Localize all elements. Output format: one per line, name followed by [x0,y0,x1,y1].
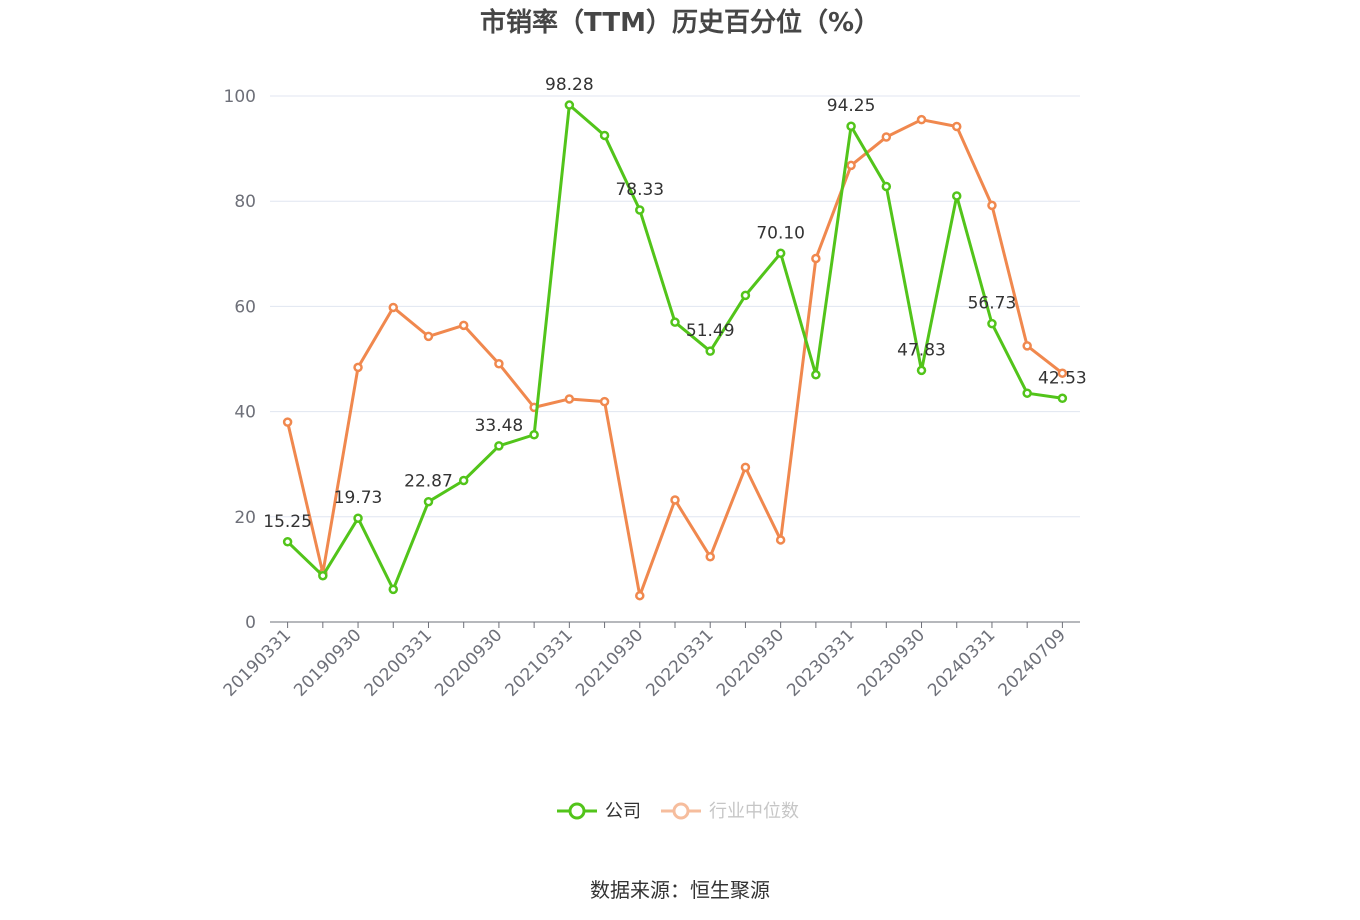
data-point [564,100,575,110]
data-point [388,302,399,313]
data-point [775,535,786,545]
data-point [318,570,328,581]
data-point [916,365,927,376]
data-label: 15.25 [263,512,312,532]
data-point [564,394,575,404]
data-point [423,496,434,507]
data-label: 98.28 [545,75,594,95]
data-point [282,537,293,547]
data-point [423,331,434,342]
y-tick-label: 20 [234,508,256,528]
data-label: 78.33 [615,180,664,200]
legend-item-industry-median[interactable]: 行业中位数 [661,801,799,822]
data-label: 33.48 [475,416,524,436]
series-company [282,100,1068,595]
data-label: 51.49 [686,321,735,341]
series-layer [282,100,1068,601]
legend-circle-icon [672,802,690,820]
data-point [494,441,504,451]
x-tick-label: 20210331 [502,625,577,700]
data-point [811,370,821,380]
data-point [881,181,892,192]
data-label: 56.73 [968,294,1017,314]
x-tick-label: 20190930 [290,625,365,700]
data-point [916,114,927,125]
y-axis-ticks: 0 20 40 60 80 100 [224,87,256,633]
legend[interactable]: 公司 行业中位数 [557,801,799,822]
legend-circle-icon [568,802,586,820]
x-tick-label: 20240709 [995,625,1070,700]
legend-item-company[interactable]: 公司 [557,801,641,822]
data-point [846,121,856,131]
data-point [282,417,293,427]
legend-label: 行业中位数 [709,801,799,822]
x-tick-label: 20240331 [924,625,999,700]
x-tick-label: 20210930 [572,625,647,700]
data-point [846,160,856,171]
series-industry-median [282,114,1068,601]
chart-title: 市销率（TTM）历史百分位（%） [480,8,880,38]
data-point [705,346,715,356]
data-point [1057,393,1068,404]
data-point [740,290,751,301]
data-point [529,429,539,440]
data-point [599,396,610,407]
grid-lines [270,95,1080,518]
series-line [286,118,1064,598]
y-tick-label: 40 [234,403,256,423]
data-point [705,552,715,562]
data-point [670,317,680,327]
data-point [951,121,962,132]
x-axis: 2019033120190930202003312020093020210331… [220,621,1080,701]
x-tick-label: 20190331 [220,625,295,700]
data-point [458,320,469,331]
data-labels: 15.25 19.73 22.87 33.48 98.28 78.33 51.49 70.10… [263,75,1086,532]
data-point [1022,388,1032,398]
data-label: 47.83 [897,340,946,360]
data-point [599,130,610,141]
data-point [494,358,504,369]
data-label: 19.73 [334,488,383,508]
data-point [740,462,751,473]
y-tick-label: 80 [234,192,256,212]
data-point [1057,368,1068,378]
data-point [635,590,645,601]
data-point [635,205,645,215]
data-label: 70.10 [756,223,805,243]
y-tick-label: 100 [224,87,256,107]
data-point [353,362,363,373]
data-point [811,253,821,264]
data-point [987,318,997,329]
data-point [388,584,399,595]
data-source: 数据来源：恒生聚源 [590,878,770,902]
data-point [353,513,363,523]
x-tick-label: 20220930 [713,625,788,700]
data-label: 94.25 [827,96,876,116]
data-point [951,191,962,201]
data-point [458,475,469,486]
x-tick-label: 20230331 [783,625,858,700]
y-tick-label: 0 [245,613,256,633]
data-label: 42.53 [1038,368,1087,388]
x-tick-label: 20220331 [642,625,717,700]
data-label: 22.87 [404,472,453,492]
x-tick-label: 20200930 [431,625,506,700]
data-point [775,248,786,259]
data-point [670,495,680,505]
legend-label: 公司 [605,801,641,822]
x-tick-label: 20230930 [854,625,929,700]
data-point [1022,341,1032,351]
x-tick-label: 20200331 [361,625,436,700]
data-point [881,132,892,142]
y-tick-label: 60 [234,297,256,317]
data-point [987,200,997,211]
